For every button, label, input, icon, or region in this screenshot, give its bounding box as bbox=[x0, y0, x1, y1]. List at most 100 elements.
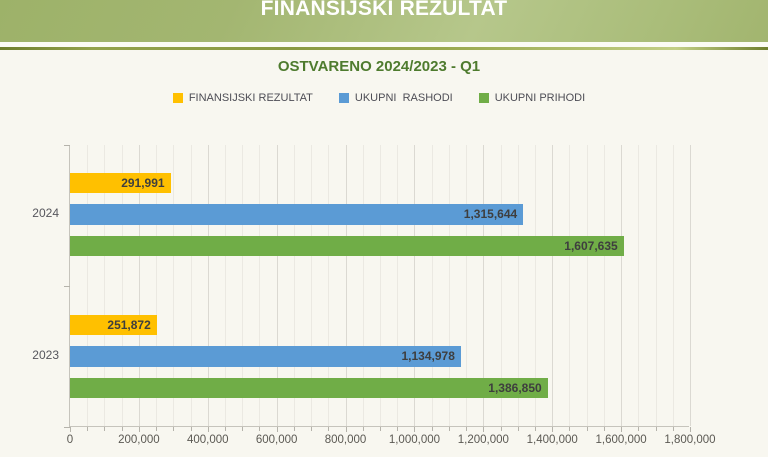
y-axis-tick bbox=[64, 145, 70, 146]
x-axis-tick bbox=[70, 427, 71, 432]
x-axis-tick bbox=[104, 427, 106, 431]
data-label-finansijski-rezultat-2023: 251,872 bbox=[107, 317, 151, 332]
legend-item-finansijski-rezultat: FINANSIJSKI REZULTAT bbox=[172, 92, 313, 104]
minor-gridline bbox=[638, 145, 640, 426]
minor-gridline bbox=[225, 145, 226, 426]
major-gridline bbox=[345, 145, 347, 426]
data-label-finansijski-rezultat-2024: 291,991 bbox=[121, 175, 165, 190]
x-axis-label: 1,800,000 bbox=[664, 434, 716, 446]
x-axis-tick bbox=[655, 427, 657, 431]
x-axis-tick bbox=[483, 427, 485, 432]
legend-item-ukupni-prihodi: UKUPNI PRIHODI bbox=[478, 92, 586, 104]
separator-line bbox=[0, 47, 768, 50]
x-axis-tick bbox=[138, 427, 140, 432]
chart-legend: FINANSIJSKI REZULTAT UKUPNI RASHODI UKUPNI… bbox=[69, 92, 689, 104]
x-axis-tick bbox=[431, 427, 433, 431]
minor-gridline bbox=[397, 145, 399, 426]
minor-gridline bbox=[156, 145, 158, 426]
x-axis-tick bbox=[311, 427, 313, 431]
major-gridline bbox=[483, 145, 485, 426]
x-axis-tick bbox=[690, 427, 691, 432]
y-axis-tick bbox=[64, 286, 70, 287]
legend-label: UKUPNI PRIHODI bbox=[494, 92, 586, 104]
minor-gridline bbox=[380, 145, 381, 426]
x-axis-tick bbox=[603, 427, 605, 431]
minor-gridline bbox=[87, 145, 89, 426]
data-label-ukupni-rashodi-2024: 1,315,644 bbox=[463, 207, 518, 222]
x-axis-label: 0 bbox=[66, 434, 74, 446]
bar-ukupni-rashodi-2024: 1,315,644 bbox=[70, 204, 524, 225]
minor-gridline bbox=[242, 145, 244, 426]
x-axis-label: 400,000 bbox=[186, 434, 229, 446]
minor-gridline bbox=[190, 145, 192, 426]
x-axis-tick bbox=[466, 427, 468, 431]
legend-swatch-icon bbox=[172, 93, 183, 103]
minor-gridline bbox=[655, 145, 657, 426]
bar-ukupni-prihodi-2023: 1,386,850 bbox=[70, 377, 548, 398]
bar-ukupni-rashodi-2023: 1,134,978 bbox=[70, 346, 461, 367]
legend-label: UKUPNI RASHODI bbox=[354, 92, 453, 104]
data-label-ukupni-prihodi-2023: 1,386,850 bbox=[488, 380, 542, 395]
minor-gridline bbox=[569, 145, 571, 426]
legend-label: FINANSIJSKI REZULTAT bbox=[188, 92, 313, 104]
minor-gridline bbox=[535, 145, 536, 426]
minor-gridline bbox=[672, 145, 674, 426]
x-axis-label: 800,000 bbox=[324, 434, 367, 446]
minor-gridline bbox=[104, 145, 106, 426]
x-axis-tick bbox=[259, 427, 261, 431]
minor-gridline bbox=[517, 145, 519, 426]
legend-swatch-icon bbox=[478, 93, 489, 103]
x-axis-tick bbox=[207, 427, 209, 432]
x-axis-label: 1,000,000 bbox=[388, 434, 441, 446]
category-label-2024: 2024 bbox=[32, 206, 59, 221]
major-gridline bbox=[276, 145, 278, 426]
data-label-ukupni-rashodi-2023: 1,134,978 bbox=[401, 349, 455, 364]
minor-gridline bbox=[173, 145, 175, 426]
minor-gridline bbox=[362, 145, 364, 426]
major-gridline bbox=[690, 145, 691, 426]
x-axis-tick bbox=[586, 427, 588, 431]
bar-ukupni-prihodi-2024: 1,607,635 bbox=[70, 235, 624, 256]
bar-finansijski-rezultat-2023: 251,872 bbox=[70, 314, 157, 335]
x-axis-tick bbox=[173, 427, 175, 431]
minor-gridline bbox=[121, 145, 123, 426]
minor-gridline bbox=[500, 145, 502, 426]
x-axis-label: 1,200,000 bbox=[457, 434, 509, 446]
data-label-ukupni-prihodi-2024: 1,607,635 bbox=[564, 238, 618, 253]
legend-swatch-icon bbox=[338, 93, 349, 103]
minor-gridline bbox=[259, 145, 261, 426]
x-axis-label: 200,000 bbox=[118, 434, 160, 446]
major-gridline bbox=[552, 145, 554, 426]
x-axis-tick bbox=[380, 427, 381, 431]
minor-gridline bbox=[466, 145, 468, 426]
x-axis-tick bbox=[190, 427, 192, 431]
x-axis-tick bbox=[156, 427, 158, 431]
x-axis-tick bbox=[535, 427, 536, 431]
x-axis-tick bbox=[414, 427, 416, 432]
category-label-2023: 2023 bbox=[32, 348, 59, 363]
header-banner: FINANSIJSKI REZULTAT bbox=[0, 0, 768, 42]
x-axis-tick bbox=[672, 427, 674, 431]
x-axis-label: 1,400,000 bbox=[526, 434, 578, 446]
minor-gridline bbox=[586, 145, 588, 426]
x-axis-tick bbox=[328, 427, 330, 431]
x-axis-tick bbox=[397, 427, 399, 431]
major-gridline bbox=[621, 145, 623, 426]
plot-area: 291,991 1,315,644 1,607,635 2024 251,872 1,13… bbox=[32, 145, 716, 446]
minor-gridline bbox=[293, 145, 295, 426]
x-axis-label: 1,600,000 bbox=[595, 434, 647, 446]
x-axis-tick bbox=[448, 427, 450, 431]
x-axis-tick bbox=[345, 427, 347, 432]
x-axis-tick bbox=[293, 427, 295, 431]
legend-item-ukupni-rashodi: UKUPNI RASHODI bbox=[338, 92, 453, 104]
x-axis-tick bbox=[500, 427, 502, 431]
separator-band bbox=[0, 42, 768, 47]
y-axis-tick bbox=[64, 427, 70, 428]
chart-title: OSTVARENO 2024/2023 - Q1 bbox=[277, 58, 481, 75]
x-axis-tick bbox=[225, 427, 226, 431]
x-axis-tick bbox=[121, 427, 123, 431]
x-axis-tick bbox=[242, 427, 244, 431]
minor-gridline bbox=[448, 145, 450, 426]
x-axis-tick bbox=[638, 427, 640, 431]
